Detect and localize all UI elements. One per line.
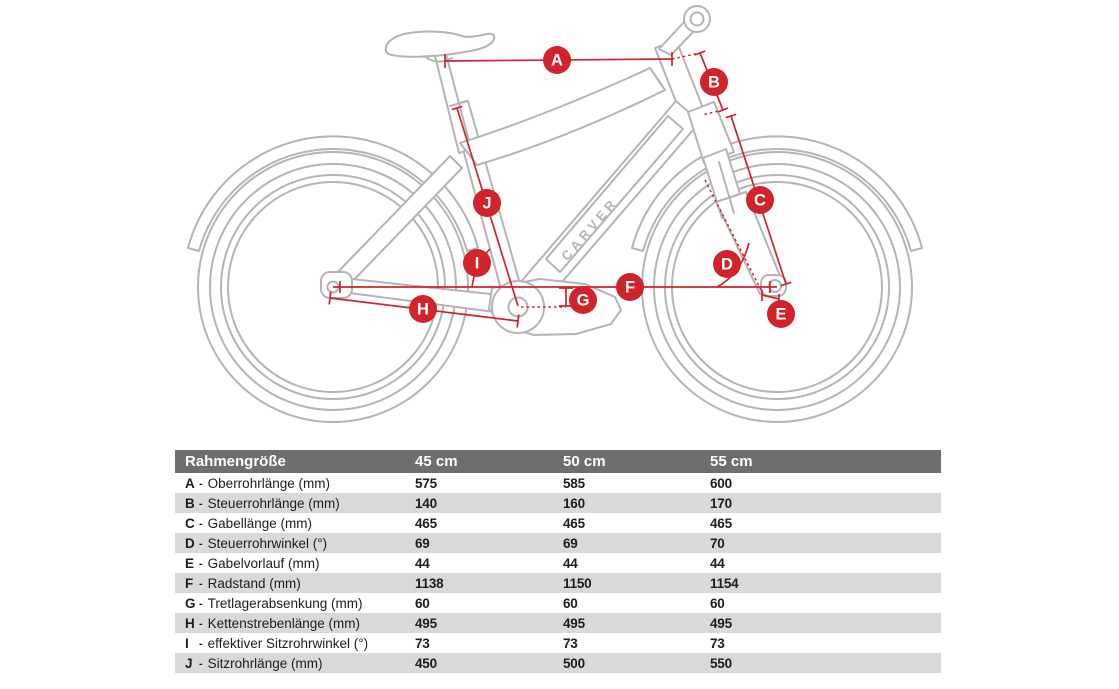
row-label: B - Steuerrohrlänge (mm) <box>185 495 340 511</box>
table-row-D: D - Steuerrohrwinkel (°) 69 69 70 <box>175 533 941 553</box>
table-body: A - Oberrohrlänge (mm) 575 585 600 B - Steuerroh… <box>175 473 941 673</box>
row-label: F - Radstand (mm) <box>185 575 301 591</box>
marker-C: C <box>746 186 774 214</box>
value-F-1: 1150 <box>563 575 592 591</box>
table-header-size-1: 50 cm <box>563 453 606 470</box>
value-C-2: 465 <box>710 515 732 531</box>
table-header-size-2: 55 cm <box>710 453 753 470</box>
table-row-E: E - Gabelvorlauf (mm) 44 44 44 <box>175 553 941 573</box>
svg-text:J: J <box>482 195 491 213</box>
svg-text:I: I <box>475 255 480 273</box>
value-I-1: 73 <box>563 635 578 651</box>
value-F-2: 1154 <box>710 575 739 591</box>
value-G-2: 60 <box>710 595 725 611</box>
row-label: A - Oberrohrlänge (mm) <box>185 475 330 491</box>
value-J-2: 550 <box>710 655 732 671</box>
row-label: C - Gabellänge (mm) <box>185 515 312 531</box>
marker-A: A <box>543 46 571 74</box>
table-row-H: H - Kettenstrebenlänge (mm) 495 495 495 <box>175 613 941 633</box>
value-E-1: 44 <box>563 555 578 571</box>
row-label: D - Steuerrohrwinkel (°) <box>185 535 328 551</box>
value-A-0: 575 <box>415 475 437 491</box>
value-I-2: 73 <box>710 635 725 651</box>
marker-G: G <box>569 286 597 314</box>
marker-J: J <box>473 189 501 217</box>
table-header-size-0: 45 cm <box>415 453 458 470</box>
value-B-2: 170 <box>710 495 732 511</box>
value-B-0: 140 <box>415 495 437 511</box>
value-G-1: 60 <box>563 595 578 611</box>
value-H-1: 495 <box>563 615 585 631</box>
svg-text:G: G <box>577 292 590 310</box>
svg-text:F: F <box>625 279 635 297</box>
geometry-table: Rahmengröße 45 cm 50 cm 55 cm A - Oberrohrlä… <box>175 450 941 673</box>
value-J-1: 500 <box>563 655 585 671</box>
table-row-B: B - Steuerrohrlänge (mm) 140 160 170 <box>175 493 941 513</box>
value-A-2: 600 <box>710 475 732 491</box>
value-H-2: 495 <box>710 615 732 631</box>
marker-F: F <box>616 273 644 301</box>
value-D-1: 69 <box>563 535 578 551</box>
table-row-F: F - Radstand (mm) 1138 1150 1154 <box>175 573 941 593</box>
table-row-C: C - Gabellänge (mm) 465 465 465 <box>175 513 941 533</box>
svg-text:C: C <box>754 192 766 210</box>
row-label: G - Tretlagerabsenkung (mm) <box>185 595 363 611</box>
value-E-2: 44 <box>710 555 725 571</box>
value-C-1: 465 <box>563 515 585 531</box>
svg-text:B: B <box>708 74 720 92</box>
marker-H: H <box>409 295 437 323</box>
row-label: H - Kettenstrebenlänge (mm) <box>185 615 360 631</box>
front-fender-icon <box>631 135 923 252</box>
rear-fender-icon <box>187 135 479 252</box>
svg-text:H: H <box>417 301 429 319</box>
svg-text:E: E <box>775 306 786 324</box>
table-row-A: A - Oberrohrlänge (mm) 575 585 600 <box>175 473 941 493</box>
value-I-0: 73 <box>415 635 430 651</box>
handlebar <box>658 5 711 56</box>
table-row-I: I - effektiver Sitzrohrwinkel (°) 73 73 73 <box>175 633 941 653</box>
row-label: E - Gabelvorlauf (mm) <box>185 555 320 571</box>
table-row-G: G - Tretlagerabsenkung (mm) 60 60 60 <box>175 593 941 613</box>
saddle <box>384 30 496 63</box>
marker-B: B <box>700 68 728 96</box>
value-J-0: 450 <box>415 655 437 671</box>
measurement-markers: A B C D E F G H I J <box>409 46 795 328</box>
value-B-1: 160 <box>563 495 585 511</box>
row-label: I - effektiver Sitzrohrwinkel (°) <box>185 635 369 651</box>
row-label: J - Sitzrohrlänge (mm) <box>185 655 323 671</box>
table-header-framesize: Rahmengröße <box>185 453 286 470</box>
marker-E: E <box>767 300 795 328</box>
value-C-0: 465 <box>415 515 437 531</box>
value-D-2: 70 <box>710 535 725 551</box>
table-header-row: Rahmengröße 45 cm 50 cm 55 cm <box>175 450 941 473</box>
value-H-0: 495 <box>415 615 437 631</box>
svg-text:D: D <box>721 256 733 274</box>
marker-I: I <box>463 249 491 277</box>
table-row-J: J - Sitzrohrlänge (mm) 450 500 550 <box>175 653 941 673</box>
value-G-0: 60 <box>415 595 430 611</box>
value-D-0: 69 <box>415 535 430 551</box>
value-E-0: 44 <box>415 555 430 571</box>
value-F-0: 1138 <box>415 575 444 591</box>
svg-text:A: A <box>551 52 563 70</box>
bike-diagram: CARVER <box>187 5 923 423</box>
marker-D: D <box>713 250 741 278</box>
value-A-1: 585 <box>563 475 585 491</box>
